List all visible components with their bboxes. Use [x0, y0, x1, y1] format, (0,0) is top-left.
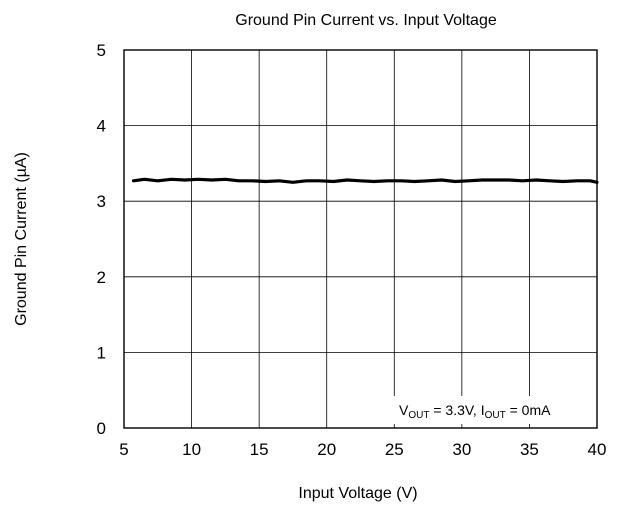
annotation-mid: = 3.3V, I [429, 402, 484, 418]
annotation-tail: = 0mA [506, 402, 551, 418]
y-axis-label: Ground Pin Current (µA) [13, 152, 30, 326]
annotation-i-sub: OUT [485, 410, 506, 421]
x-tick-label: 15 [250, 440, 269, 459]
y-tick-label: 0 [97, 419, 106, 438]
grid [124, 50, 597, 428]
series-line [131, 177, 599, 184]
x-tick-labels: 5 10 15 20 25 30 35 40 [119, 440, 606, 459]
x-tick-label: 25 [385, 440, 404, 459]
x-tick-label: 40 [588, 440, 607, 459]
y-tick-label: 4 [97, 117, 106, 136]
x-tick-label: 20 [317, 440, 336, 459]
y-tick-label: 2 [97, 268, 106, 287]
x-tick-label: 30 [452, 440, 471, 459]
y-tick-label: 1 [97, 343, 106, 362]
annotation: VOUT = 3.3V, IOUT = 0mA [399, 402, 551, 421]
x-tick-label: 5 [119, 440, 128, 459]
plot-frame [123, 49, 598, 429]
chart-title: Ground Pin Current vs. Input Voltage [235, 12, 497, 29]
x-tick-label: 35 [520, 440, 539, 459]
y-tick-label: 3 [97, 192, 106, 211]
annotation-box [393, 396, 593, 424]
y-tick-labels: 0 1 2 3 4 5 [97, 41, 106, 438]
y-tick-label: 5 [97, 41, 106, 60]
x-axis-label: Input Voltage (V) [298, 485, 417, 502]
x-tick-label: 10 [182, 440, 201, 459]
annotation-v: V [399, 402, 409, 418]
series-layer [131, 177, 599, 184]
annotation-v-sub: OUT [408, 410, 429, 421]
